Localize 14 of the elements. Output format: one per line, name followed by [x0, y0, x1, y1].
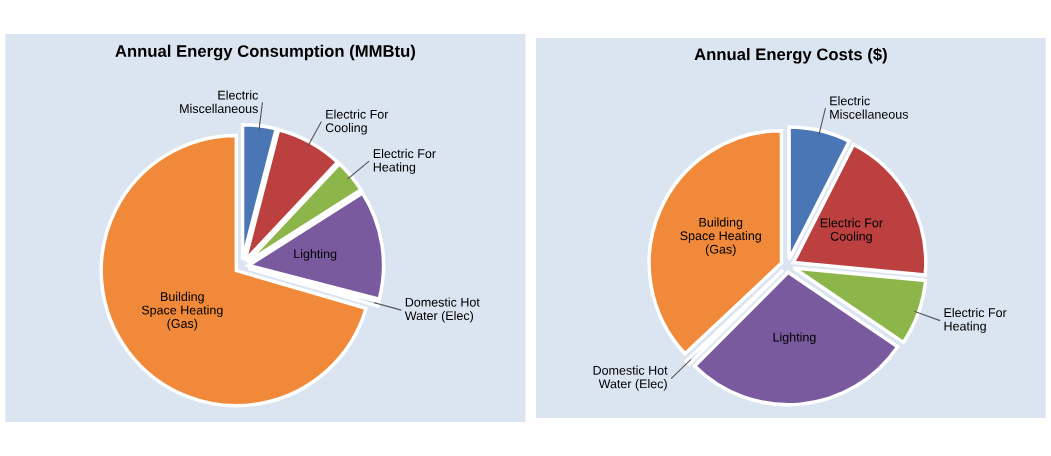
slice-label: Domestic Hot Water (Elec) [593, 365, 668, 391]
slice-label: Lighting [773, 332, 816, 345]
slice-label: Electric Miscellaneous [830, 96, 908, 119]
chart-title: Annual Energy Consumption (MMBtu) [115, 44, 416, 61]
slice-label: Building Space Heating (Gas) [680, 217, 761, 257]
slice-label: Lighting [294, 249, 337, 261]
slice-label: Electric Miscellaneous [180, 90, 259, 114]
slice-label: Domestic Hot Water (Elec) [404, 297, 480, 323]
slice-label: Electric For Heating [944, 307, 1007, 334]
slice-label: Electric For Cooling [325, 109, 389, 135]
chart-title: Annual Energy Costs ($) [694, 47, 887, 64]
slice-label: Building Space Heating (Gas) [141, 291, 223, 331]
slice-label: Electric For Heating [373, 148, 436, 174]
slice-label: Electric For Cooling [820, 218, 883, 244]
